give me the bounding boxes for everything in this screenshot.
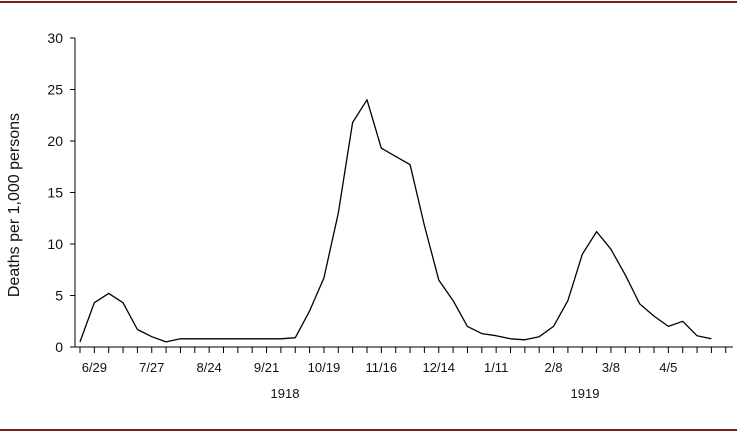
x-tick-label: 8/24 (196, 360, 221, 375)
year-label: 1918 (271, 386, 300, 401)
year-label: 1919 (571, 386, 600, 401)
y-tick-label: 0 (55, 339, 63, 355)
y-tick-label: 30 (47, 30, 63, 46)
y-axis: 0 5 10 15 20 25 30 (47, 30, 76, 355)
x-tick-label: 2/8 (545, 360, 563, 375)
x-tick-label: 6/29 (82, 360, 107, 375)
series-line (79, 99, 712, 343)
y-tick-label: 5 (55, 288, 63, 304)
x-tick-label: 12/14 (422, 360, 455, 375)
x-tick-label: 1/11 (484, 360, 508, 375)
y-axis-label: Deaths per 1,000 persons (6, 113, 23, 297)
x-tick-label: 4/5 (659, 360, 677, 375)
top-rule (0, 1, 737, 3)
x-axis: 6/29 7/27 8/24 9/21 10/19 11/16 12/14 1/11 2/8 3/… (75, 346, 733, 401)
y-tick-label: 10 (47, 236, 63, 252)
x-tick-label: 10/19 (308, 360, 341, 375)
bottom-rule (0, 429, 737, 431)
x-tick-label: 9/21 (254, 360, 279, 375)
x-tick-label: 11/16 (366, 360, 398, 375)
y-tick-label: 15 (47, 185, 63, 201)
y-tick-label: 20 (47, 133, 63, 149)
plot-area (79, 99, 712, 343)
y-tick-label: 25 (47, 82, 63, 98)
x-tick-label: 3/8 (602, 360, 620, 375)
x-tick-label: 7/27 (139, 360, 164, 375)
